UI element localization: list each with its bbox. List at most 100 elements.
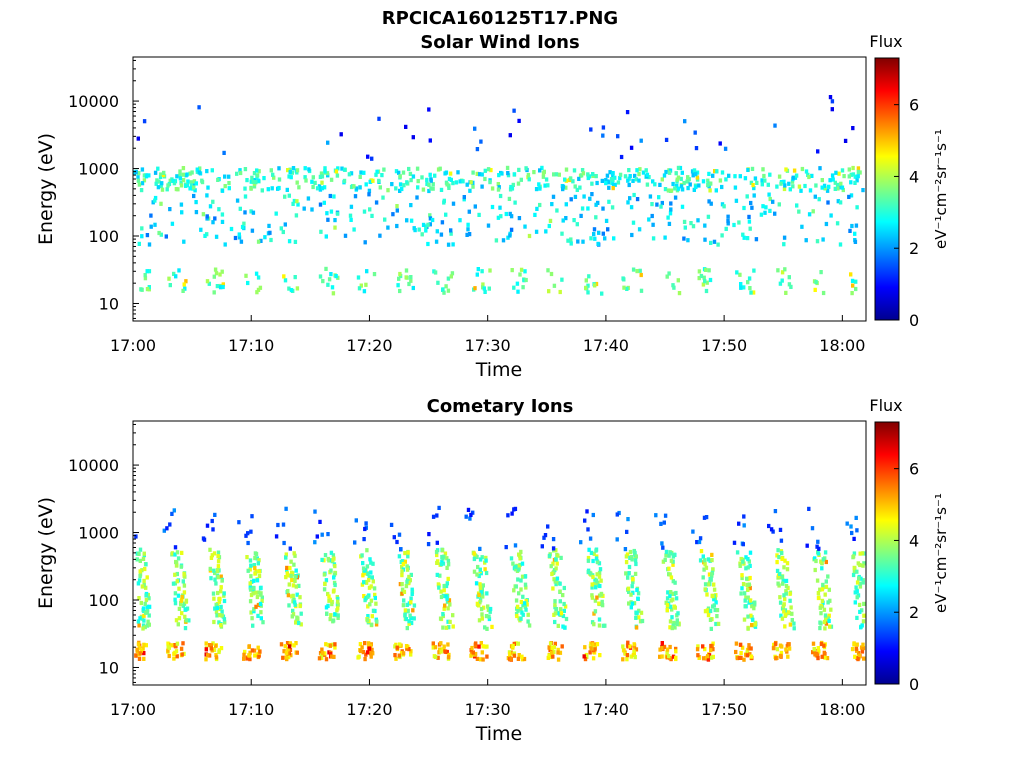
heatmap-cell — [637, 172, 641, 177]
heatmap-cell — [479, 641, 483, 646]
heatmap-cell — [283, 644, 287, 649]
heatmap-cell — [633, 655, 637, 660]
heatmap-cell — [830, 99, 835, 104]
heatmap-cell — [223, 174, 227, 179]
heatmap-cell — [367, 578, 371, 583]
heatmap-cell — [209, 576, 213, 581]
heatmap-cell — [662, 173, 667, 178]
heatmap-cell — [287, 193, 291, 198]
heatmap-cell — [795, 203, 799, 208]
heatmap-cell — [395, 223, 399, 229]
heatmap-cell — [738, 561, 742, 566]
heatmap-cell — [159, 201, 163, 206]
heatmap-cell — [791, 175, 795, 180]
heatmap-cell — [311, 184, 315, 190]
heatmap-cell — [527, 623, 532, 628]
heatmap-cell — [319, 229, 323, 234]
heatmap-cell — [449, 177, 453, 182]
heatmap-cell — [405, 626, 409, 631]
heatmap-cell — [784, 584, 789, 589]
heatmap-cell — [333, 645, 337, 650]
heatmap-cell — [396, 283, 400, 288]
heatmap-cell — [695, 177, 700, 182]
heatmap-cell — [852, 536, 856, 541]
heatmap-cell — [777, 174, 782, 179]
heatmap-cell — [268, 230, 272, 235]
heatmap-cell — [347, 172, 352, 177]
heatmap-cell — [749, 601, 754, 606]
heatmap-cell — [711, 641, 715, 646]
heatmap-cell — [195, 167, 199, 172]
heatmap-cell — [248, 567, 252, 572]
heatmap-cell — [664, 549, 669, 554]
heatmap-cell — [745, 576, 749, 581]
heatmap-cell — [438, 166, 442, 171]
heatmap-cell — [753, 624, 758, 629]
heatmap-cell — [343, 233, 348, 238]
heatmap-cell — [377, 178, 381, 183]
heatmap-cell — [141, 646, 145, 651]
heatmap-cell — [676, 186, 681, 191]
heatmap-cell — [814, 183, 818, 188]
heatmap-cell — [810, 526, 815, 531]
heatmap-cell — [767, 523, 771, 529]
heatmap-cell — [607, 199, 611, 204]
heatmap-cell — [359, 648, 363, 654]
heatmap-cell — [792, 168, 797, 173]
heatmap-cell — [778, 571, 782, 577]
heatmap-cell — [853, 239, 858, 244]
heatmap-cell — [189, 180, 193, 185]
heatmap-cell — [629, 605, 633, 610]
heatmap-cell — [506, 171, 510, 176]
heatmap-cell — [291, 593, 295, 598]
heatmap-cell — [782, 186, 787, 192]
heatmap-cell — [252, 607, 256, 612]
heatmap-cell — [401, 603, 406, 608]
heatmap-cell — [698, 536, 703, 541]
heatmap-cell — [251, 623, 255, 628]
heatmap-cell — [324, 578, 329, 583]
heatmap-cell — [430, 217, 435, 223]
heatmap-cell — [708, 617, 713, 622]
heatmap-cell — [523, 224, 527, 229]
heatmap-cell — [255, 173, 260, 178]
heatmap-cell — [558, 581, 562, 586]
heatmap-cell — [839, 181, 843, 186]
heatmap-cell — [561, 624, 565, 629]
heatmap-cell — [451, 624, 455, 629]
heatmap-cell — [763, 210, 767, 215]
x-tick-label: 17:00 — [110, 336, 156, 355]
heatmap-cell — [360, 582, 365, 587]
heatmap-cell — [336, 596, 340, 601]
heatmap-cell — [787, 646, 792, 651]
heatmap-cell — [658, 182, 662, 187]
heatmap-cell — [658, 654, 662, 659]
heatmap-cell — [474, 581, 479, 586]
heatmap-cell — [252, 184, 257, 189]
heatmap-cell — [251, 210, 256, 215]
heatmap-cell — [170, 551, 175, 556]
heatmap-cell — [446, 276, 451, 281]
heatmap-cell — [590, 595, 595, 600]
heatmap-cell — [556, 623, 560, 628]
heatmap-cell — [371, 608, 376, 613]
heatmap-cell — [488, 180, 492, 185]
heatmap-cell — [660, 645, 664, 651]
heatmap-cell — [210, 518, 214, 524]
heatmap-cell — [188, 186, 192, 191]
heatmap-cell — [665, 603, 670, 608]
heatmap-cell — [488, 609, 492, 614]
heatmap-cell — [752, 186, 756, 191]
heatmap-cell — [629, 145, 634, 150]
heatmap-cell — [767, 192, 771, 197]
heatmap-cell — [207, 281, 211, 286]
heatmap-cell — [170, 643, 174, 648]
heatmap-cell — [550, 650, 554, 655]
heatmap-cell — [577, 176, 581, 181]
heatmap-cell — [703, 279, 707, 284]
heatmap-cell — [805, 543, 809, 548]
heatmap-cell — [674, 596, 679, 601]
heatmap-cell — [851, 126, 855, 131]
heatmap-cell — [400, 186, 404, 192]
heatmap-cell — [855, 569, 859, 574]
